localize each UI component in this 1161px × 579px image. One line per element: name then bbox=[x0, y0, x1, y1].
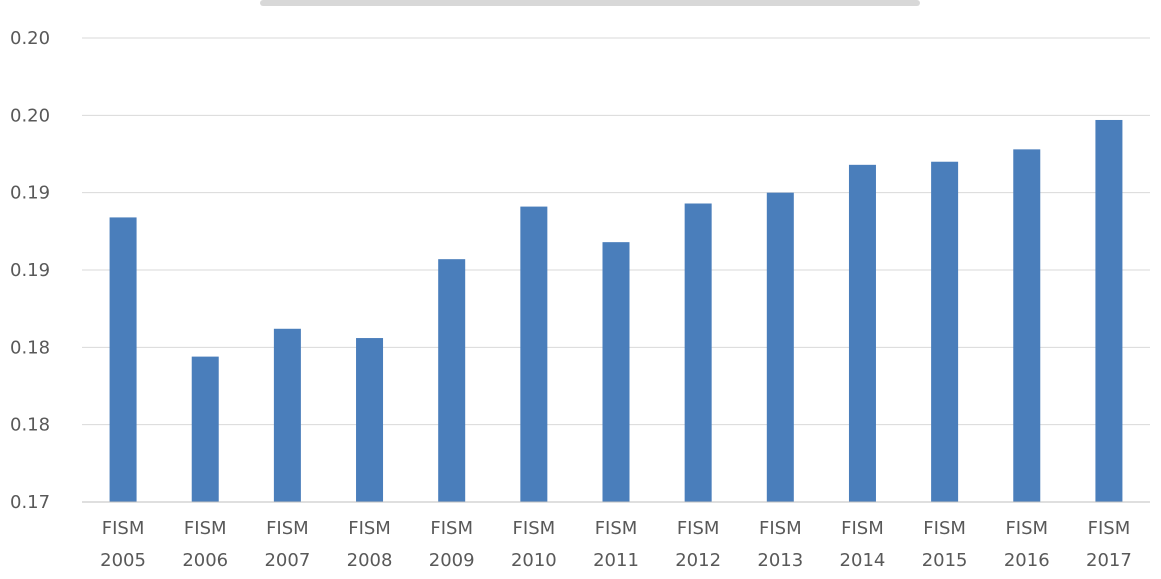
x-category-label: FISM bbox=[513, 518, 556, 539]
y-tick-label: 0.19 bbox=[10, 183, 50, 204]
x-category-label: 2007 bbox=[264, 550, 310, 571]
x-category-label: FISM bbox=[102, 518, 145, 539]
x-category-label: 2006 bbox=[182, 550, 228, 571]
x-category-label: 2009 bbox=[429, 550, 475, 571]
bars bbox=[109, 119, 1123, 503]
bar bbox=[1095, 119, 1123, 503]
x-category-label: FISM bbox=[348, 518, 391, 539]
bar bbox=[109, 217, 137, 502]
bar bbox=[1013, 149, 1041, 503]
bar bbox=[438, 259, 466, 502]
x-category-label: 2005 bbox=[100, 550, 146, 571]
x-category-label: FISM bbox=[266, 518, 309, 539]
x-category-label: 2015 bbox=[922, 550, 968, 571]
x-category-label: 2017 bbox=[1086, 550, 1132, 571]
x-category-label: 2010 bbox=[511, 550, 557, 571]
bar bbox=[273, 328, 301, 502]
y-tick-label: 0.20 bbox=[10, 105, 50, 126]
x-category-label: FISM bbox=[1088, 518, 1131, 539]
x-category-label: 2014 bbox=[840, 550, 886, 571]
x-category-label: FISM bbox=[759, 518, 802, 539]
x-category-label: 2011 bbox=[593, 550, 639, 571]
x-category-label: 2016 bbox=[1004, 550, 1050, 571]
bar bbox=[848, 164, 876, 502]
x-axis-categories: FISM 2005 FISM 2006 FISM 2007 FISM 2008 FISM 2009… bbox=[100, 518, 1132, 571]
bar bbox=[766, 192, 794, 502]
x-category-label: FISM bbox=[430, 518, 473, 539]
x-category-label: FISM bbox=[1005, 518, 1048, 539]
y-axis-ticks: 0.17 0.18 0.18 0.19 0.19 0.20 0.20 bbox=[10, 28, 50, 513]
x-category-label: FISM bbox=[677, 518, 720, 539]
x-category-label: 2013 bbox=[757, 550, 803, 571]
bar bbox=[684, 203, 712, 502]
y-tick-label: 0.18 bbox=[10, 337, 50, 358]
chart-title-blurred bbox=[260, 0, 920, 6]
x-category-label: FISM bbox=[595, 518, 638, 539]
y-tick-label: 0.19 bbox=[10, 260, 50, 281]
y-tick-label: 0.18 bbox=[10, 415, 50, 436]
x-category-label: FISM bbox=[184, 518, 227, 539]
x-category-label: 2008 bbox=[347, 550, 393, 571]
bar bbox=[356, 338, 384, 502]
bar bbox=[520, 206, 548, 502]
bar bbox=[931, 161, 959, 502]
y-tick-label: 0.20 bbox=[10, 28, 50, 49]
bar bbox=[602, 242, 630, 502]
y-tick-label: 0.17 bbox=[10, 492, 50, 513]
x-category-label: FISM bbox=[923, 518, 966, 539]
x-category-label: FISM bbox=[841, 518, 884, 539]
bar bbox=[191, 356, 219, 502]
x-category-label: 2012 bbox=[675, 550, 721, 571]
